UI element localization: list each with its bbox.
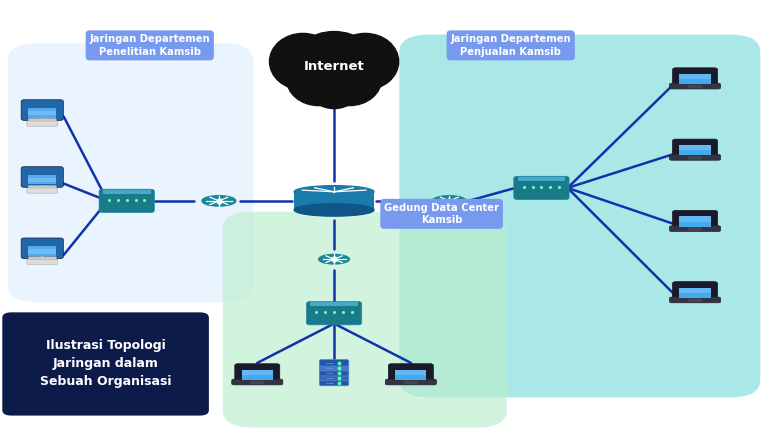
FancyBboxPatch shape — [399, 35, 760, 397]
FancyBboxPatch shape — [2, 312, 209, 416]
FancyBboxPatch shape — [673, 210, 717, 229]
FancyBboxPatch shape — [22, 167, 63, 187]
Text: Ilustrasi Topologi
Jaringan dalam
Sebuah Organisasi: Ilustrasi Topologi Jaringan dalam Sebuah… — [40, 340, 171, 388]
FancyBboxPatch shape — [680, 216, 710, 227]
FancyBboxPatch shape — [28, 185, 56, 189]
FancyBboxPatch shape — [670, 297, 720, 303]
FancyBboxPatch shape — [688, 227, 702, 231]
FancyBboxPatch shape — [680, 216, 710, 222]
FancyBboxPatch shape — [680, 145, 710, 150]
FancyBboxPatch shape — [386, 379, 436, 385]
Ellipse shape — [432, 196, 466, 206]
FancyBboxPatch shape — [680, 74, 710, 84]
FancyBboxPatch shape — [518, 177, 565, 181]
FancyBboxPatch shape — [99, 189, 154, 213]
FancyBboxPatch shape — [680, 288, 710, 298]
FancyBboxPatch shape — [688, 85, 702, 88]
FancyBboxPatch shape — [404, 381, 418, 384]
Ellipse shape — [294, 186, 374, 198]
FancyBboxPatch shape — [310, 302, 358, 306]
FancyBboxPatch shape — [680, 288, 710, 293]
Ellipse shape — [286, 51, 350, 105]
Ellipse shape — [294, 204, 374, 216]
FancyBboxPatch shape — [235, 364, 280, 383]
FancyBboxPatch shape — [28, 246, 56, 256]
Text: Gedung Data Center
Kamsib: Gedung Data Center Kamsib — [384, 203, 499, 225]
FancyBboxPatch shape — [250, 381, 264, 384]
FancyBboxPatch shape — [28, 108, 56, 118]
FancyBboxPatch shape — [28, 178, 56, 182]
FancyBboxPatch shape — [514, 176, 569, 200]
Ellipse shape — [270, 33, 336, 90]
FancyBboxPatch shape — [306, 302, 362, 325]
FancyBboxPatch shape — [670, 83, 720, 89]
FancyBboxPatch shape — [294, 192, 374, 210]
Text: Internet: Internet — [303, 60, 365, 73]
FancyBboxPatch shape — [242, 370, 273, 380]
Text: Jaringan Departemen
Penjualan Kamsib: Jaringan Departemen Penjualan Kamsib — [450, 34, 571, 57]
FancyBboxPatch shape — [28, 175, 56, 184]
FancyBboxPatch shape — [28, 111, 56, 115]
FancyBboxPatch shape — [319, 369, 349, 376]
FancyBboxPatch shape — [28, 249, 56, 254]
Ellipse shape — [202, 196, 236, 206]
FancyBboxPatch shape — [103, 190, 151, 194]
FancyBboxPatch shape — [319, 365, 349, 371]
Ellipse shape — [318, 51, 382, 105]
FancyBboxPatch shape — [319, 359, 349, 366]
FancyBboxPatch shape — [670, 226, 720, 232]
FancyBboxPatch shape — [688, 299, 702, 302]
FancyBboxPatch shape — [28, 257, 56, 260]
FancyBboxPatch shape — [396, 370, 426, 375]
FancyBboxPatch shape — [673, 139, 717, 158]
FancyBboxPatch shape — [319, 374, 349, 381]
FancyBboxPatch shape — [27, 259, 58, 264]
FancyBboxPatch shape — [8, 43, 253, 302]
FancyBboxPatch shape — [27, 188, 58, 193]
FancyBboxPatch shape — [389, 364, 433, 383]
FancyBboxPatch shape — [396, 370, 426, 380]
Text: Jaringan Departemen
Penelitian Kamsib: Jaringan Departemen Penelitian Kamsib — [89, 34, 210, 57]
FancyBboxPatch shape — [22, 238, 63, 259]
FancyBboxPatch shape — [22, 100, 63, 121]
Ellipse shape — [290, 32, 379, 107]
FancyBboxPatch shape — [680, 145, 710, 156]
FancyBboxPatch shape — [27, 121, 58, 126]
Ellipse shape — [307, 64, 361, 108]
FancyBboxPatch shape — [242, 370, 273, 375]
FancyBboxPatch shape — [223, 212, 507, 428]
Ellipse shape — [332, 33, 399, 90]
FancyBboxPatch shape — [688, 156, 702, 159]
FancyBboxPatch shape — [670, 155, 720, 160]
FancyBboxPatch shape — [673, 282, 717, 301]
FancyBboxPatch shape — [680, 74, 710, 79]
FancyBboxPatch shape — [232, 379, 283, 385]
FancyBboxPatch shape — [673, 68, 717, 87]
FancyBboxPatch shape — [319, 379, 349, 386]
Ellipse shape — [319, 254, 349, 264]
FancyBboxPatch shape — [28, 118, 56, 122]
